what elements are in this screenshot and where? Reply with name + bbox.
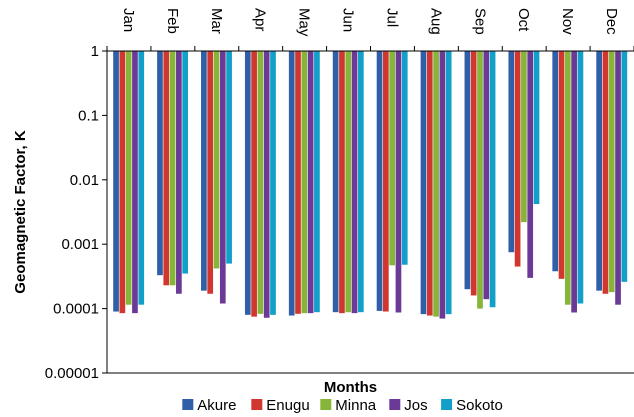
bar-enugu-jan xyxy=(119,51,126,314)
month-label-oct: Oct xyxy=(515,8,532,32)
bar-jos-oct xyxy=(527,51,534,278)
month-label-aug: Aug xyxy=(427,8,444,35)
y-tick-label: 1 xyxy=(91,43,99,60)
month-label-dec: Dec xyxy=(603,8,620,35)
bar-enugu-dec xyxy=(602,51,609,294)
bar-minna-sep xyxy=(477,51,483,309)
bar-sokoto-jul xyxy=(401,51,408,265)
y-tick-label: 0.01 xyxy=(70,172,99,189)
bar-jos-mar xyxy=(219,51,226,304)
bar-akure-oct xyxy=(508,51,515,253)
legend-label-minna: Minna xyxy=(335,397,377,414)
bar-jos-aug xyxy=(439,51,446,319)
legend-label-akure: Akure xyxy=(197,397,236,414)
legend-swatch-minna xyxy=(320,399,332,410)
bar-jos-dec xyxy=(615,51,621,305)
y-tick-label: 0.1 xyxy=(78,107,99,124)
bar-sokoto-dec xyxy=(621,51,628,282)
bar-enugu-feb xyxy=(163,51,170,286)
bar-sokoto-apr xyxy=(270,51,276,315)
y-tick-label: 0.0001 xyxy=(53,301,99,318)
axes xyxy=(102,46,634,374)
bar-akure-jan xyxy=(113,51,119,312)
bar-akure-feb xyxy=(157,51,163,276)
bar-akure-aug xyxy=(420,51,427,315)
month-label-jan: Jan xyxy=(120,8,137,32)
bar-sokoto-may xyxy=(314,51,320,313)
y-tick-label: 0.00001 xyxy=(45,365,99,382)
legend-swatch-jos xyxy=(389,399,401,410)
month-label-mar: Mar xyxy=(208,8,225,34)
bar-akure-nov xyxy=(552,51,559,272)
bar-akure-jun xyxy=(332,51,339,313)
bar-minna-oct xyxy=(521,51,527,223)
bar-jos-may xyxy=(307,51,314,314)
legend-label-jos: Jos xyxy=(404,397,427,414)
bar-series-group xyxy=(113,51,628,319)
month-label-may: May xyxy=(296,8,313,37)
bar-minna-jan xyxy=(125,51,132,305)
bar-minna-jul xyxy=(389,51,396,266)
bar-jos-feb xyxy=(176,51,182,294)
bar-minna-feb xyxy=(169,51,176,286)
bar-akure-apr xyxy=(244,51,251,315)
bar-enugu-apr xyxy=(251,51,257,317)
y-axis-title: Geomagnetic Factor, K xyxy=(12,130,29,294)
bar-enugu-sep xyxy=(470,51,477,296)
bar-akure-sep xyxy=(464,51,471,290)
y-tick-label: 0.001 xyxy=(61,236,99,253)
bar-jos-jun xyxy=(351,51,358,314)
bar-sokoto-jun xyxy=(357,51,364,313)
bar-jos-apr xyxy=(263,51,270,318)
bar-sokoto-feb xyxy=(182,51,189,274)
bar-enugu-may xyxy=(295,51,301,314)
month-label-jun: Jun xyxy=(340,8,357,32)
x-axis-title: Months xyxy=(324,379,377,396)
bar-sokoto-mar xyxy=(226,51,232,264)
legend-label-enugu: Enugu xyxy=(266,397,309,414)
bar-minna-mar xyxy=(213,51,220,269)
legend-swatch-sokoto xyxy=(441,399,453,410)
y-axis-tick-labels: 1 0.1 0.01 0.001 0.0001 0.00001 xyxy=(45,43,99,382)
legend-swatch-akure xyxy=(182,399,194,410)
bar-akure-dec xyxy=(596,51,602,291)
bar-enugu-aug xyxy=(426,51,433,316)
legend-label-sokoto: Sokoto xyxy=(456,397,503,414)
bar-minna-jun xyxy=(345,51,352,313)
bar-sokoto-jan xyxy=(138,51,145,305)
month-label-sep: Sep xyxy=(471,8,488,35)
bar-sokoto-aug xyxy=(445,51,452,315)
bar-sokoto-oct xyxy=(533,51,540,205)
bar-jos-jan xyxy=(132,51,138,314)
bar-minna-dec xyxy=(608,51,615,293)
legend-swatch-enugu xyxy=(251,399,263,410)
bar-minna-nov xyxy=(564,51,571,305)
bar-jos-jul xyxy=(395,51,402,313)
bar-enugu-oct xyxy=(514,51,521,267)
bar-minna-apr xyxy=(257,51,264,314)
bar-enugu-jul xyxy=(383,51,389,312)
bar-minna-aug xyxy=(433,51,439,317)
month-label-feb: Feb xyxy=(164,8,181,34)
bar-enugu-mar xyxy=(207,51,214,294)
bar-sokoto-sep xyxy=(489,51,496,308)
bar-enugu-jun xyxy=(339,51,345,314)
bar-minna-may xyxy=(301,51,308,314)
month-label-nov: Nov xyxy=(559,8,576,35)
bar-akure-jul xyxy=(376,51,383,311)
bar-sokoto-nov xyxy=(577,51,584,304)
bar-akure-may xyxy=(288,51,295,316)
month-label-jul: Jul xyxy=(383,8,400,27)
legend: Akure Enugu Minna Jos Sokoto xyxy=(182,397,503,414)
month-label-apr: Apr xyxy=(252,8,269,31)
bar-jos-sep xyxy=(483,51,490,300)
bar-akure-mar xyxy=(201,51,207,291)
month-labels: Jan Feb Mar Apr May Jun Jul Aug Sep Oct Nov Dec xyxy=(120,8,620,37)
bar-jos-nov xyxy=(571,51,577,313)
bar-enugu-nov xyxy=(558,51,565,279)
